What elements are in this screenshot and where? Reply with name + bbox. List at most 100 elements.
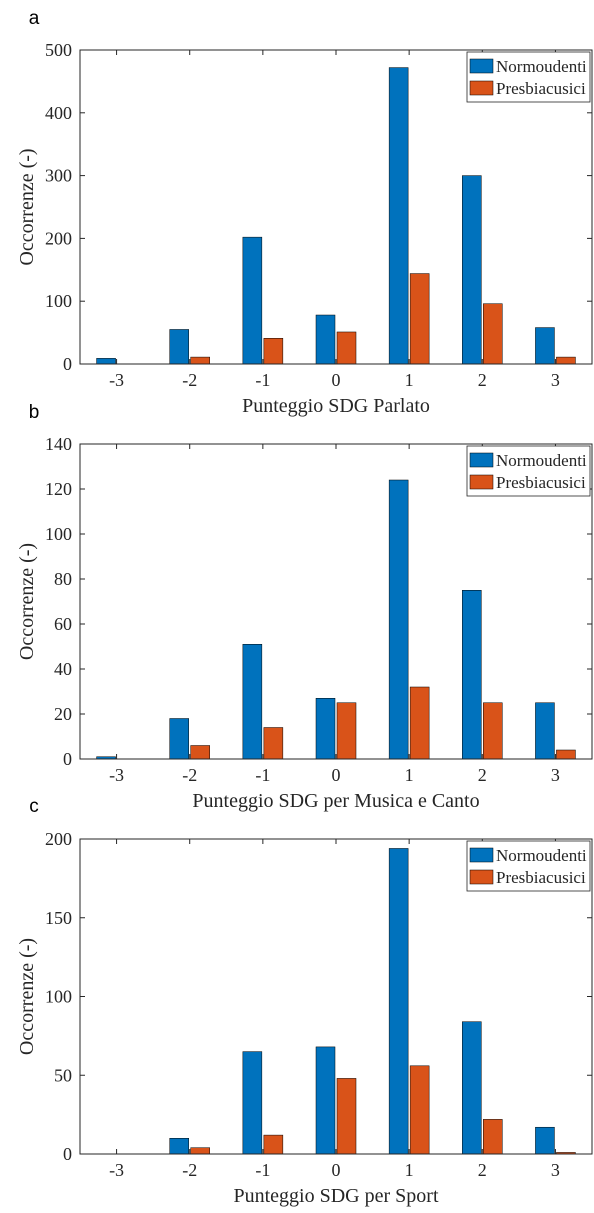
bar-normoudenti-2 <box>462 1021 482 1155</box>
bar-normoudenti--1 <box>242 1051 263 1155</box>
y-tick-label: 0 <box>63 1144 72 1164</box>
bar-normoudenti-3 <box>535 327 555 365</box>
y-tick-label: 100 <box>45 987 72 1007</box>
legend: Normoudenti Presbiacusici <box>466 840 591 892</box>
y-tick-label: 60 <box>54 614 72 634</box>
legend: Normoudenti Presbiacusici <box>466 445 591 497</box>
y-tick-label: 100 <box>45 291 72 311</box>
x-tick-label: 2 <box>478 765 487 785</box>
x-axis-label: Punteggio SDG per Musica e Canto <box>192 790 479 812</box>
x-tick-label: -1 <box>255 370 270 390</box>
legend-swatch-presbiacusici <box>469 80 494 96</box>
y-tick-label: 400 <box>45 103 72 123</box>
legend-swatch-normoudenti <box>469 847 494 863</box>
x-tick-label: 2 <box>478 370 487 390</box>
x-tick-label: 0 <box>332 1160 341 1180</box>
x-tick-label: 1 <box>405 765 414 785</box>
bar-normoudenti-3 <box>535 702 555 760</box>
x-tick-label: 2 <box>478 1160 487 1180</box>
bar-normoudenti--3 <box>96 358 116 365</box>
x-axis-label: Punteggio SDG Parlato <box>242 395 430 417</box>
bar-presbiacusici-1 <box>409 273 430 365</box>
bar-normoudenti-2 <box>462 175 482 365</box>
bar-presbiacusici--2 <box>190 745 210 760</box>
chart-panel-a: a 0 100 200 300 400 500 -3 -2 -1 0 1 2 3 Punteggio SDG… <box>16 8 593 417</box>
bar-presbiacusici-3 <box>556 749 576 760</box>
panel-label: a <box>29 8 40 29</box>
legend-label-normoudenti: Normoudenti <box>496 451 587 470</box>
x-tick-label: 1 <box>405 1160 414 1180</box>
y-tick-label: 0 <box>63 354 72 374</box>
bar-presbiacusici--1 <box>263 727 284 760</box>
bar-presbiacusici-0 <box>336 331 357 365</box>
x-tick-label: -2 <box>182 765 197 785</box>
y-tick-label: 120 <box>45 479 72 499</box>
bar-presbiacusici-0 <box>336 1078 357 1155</box>
legend-swatch-presbiacusici <box>469 869 494 885</box>
bar-normoudenti--2 <box>169 329 189 365</box>
y-axis-label: Occorrenze (-) <box>16 543 38 660</box>
legend: Normoudenti Presbiacusici <box>466 51 591 103</box>
y-tick-label: 150 <box>45 908 72 928</box>
y-tick-label: 500 <box>45 40 72 60</box>
bar-normoudenti-0 <box>315 698 336 760</box>
bar-presbiacusici-0 <box>336 702 357 760</box>
bar-normoudenti-1 <box>388 67 409 365</box>
bar-normoudenti--1 <box>242 236 263 365</box>
y-tick-label: 300 <box>45 166 72 186</box>
bar-presbiacusici-2 <box>483 1119 503 1155</box>
legend-label-presbiacusici: Presbiacusici <box>496 79 586 98</box>
x-tick-label: -3 <box>109 765 124 785</box>
legend-label-normoudenti: Normoudenti <box>496 57 587 76</box>
legend-label-presbiacusici: Presbiacusici <box>496 473 586 492</box>
bar-presbiacusici--1 <box>263 1134 284 1155</box>
bar-presbiacusici-2 <box>483 702 503 760</box>
y-tick-label: 0 <box>63 749 72 769</box>
legend-label-normoudenti: Normoudenti <box>496 846 587 865</box>
x-tick-label: -3 <box>109 370 124 390</box>
chart-panel-c: c 0 50 100 150 200 -3 -2 -1 0 1 2 3 Punteggio SDG per… <box>16 796 593 1207</box>
chart-panel-b: b 0 20 40 60 80 100 120 140 -3 -2 -1 0 1 2 3 Punteggio S… <box>16 402 593 812</box>
bar-normoudenti--1 <box>242 644 263 760</box>
x-tick-label: 3 <box>551 1160 560 1180</box>
x-tick-label: -2 <box>182 370 197 390</box>
x-tick-label: 0 <box>332 370 341 390</box>
legend-swatch-presbiacusici <box>469 474 494 490</box>
bar-presbiacusici-1 <box>409 686 430 760</box>
y-tick-label: 100 <box>45 524 72 544</box>
bar-normoudenti-2 <box>462 590 482 760</box>
panel-label: c <box>29 796 39 817</box>
legend-swatch-normoudenti <box>469 58 494 74</box>
y-axis-label: Occorrenze (-) <box>16 148 38 265</box>
x-tick-label: 3 <box>551 370 560 390</box>
legend-swatch-normoudenti <box>469 452 494 468</box>
y-tick-label: 200 <box>45 228 72 248</box>
x-tick-label: 3 <box>551 765 560 785</box>
bar-normoudenti-3 <box>535 1126 555 1155</box>
bar-presbiacusici-1 <box>409 1065 430 1155</box>
y-tick-label: 20 <box>54 704 72 724</box>
y-tick-label: 200 <box>45 829 72 849</box>
x-tick-label: -1 <box>255 765 270 785</box>
x-tick-label: 1 <box>405 370 414 390</box>
bar-presbiacusici--1 <box>263 338 284 365</box>
bar-normoudenti--2 <box>169 718 189 760</box>
x-axis-label: Punteggio SDG per Sport <box>234 1185 439 1207</box>
y-tick-label: 40 <box>54 659 72 679</box>
x-tick-label: 0 <box>332 765 341 785</box>
bar-normoudenti-1 <box>388 479 409 760</box>
bar-normoudenti-0 <box>315 314 336 365</box>
bar-normoudenti-0 <box>315 1046 336 1155</box>
y-tick-label: 80 <box>54 569 72 589</box>
bar-presbiacusici--2 <box>190 1147 210 1155</box>
bar-presbiacusici-2 <box>483 303 503 365</box>
x-tick-label: -2 <box>182 1160 197 1180</box>
bar-presbiacusici--2 <box>190 356 210 365</box>
y-tick-label: 50 <box>54 1065 72 1085</box>
x-tick-label: -1 <box>255 1160 270 1180</box>
bar-presbiacusici-3 <box>556 356 576 365</box>
x-tick-label: -3 <box>109 1160 124 1180</box>
y-tick-label: 140 <box>45 434 72 454</box>
bar-normoudenti-1 <box>388 848 409 1155</box>
